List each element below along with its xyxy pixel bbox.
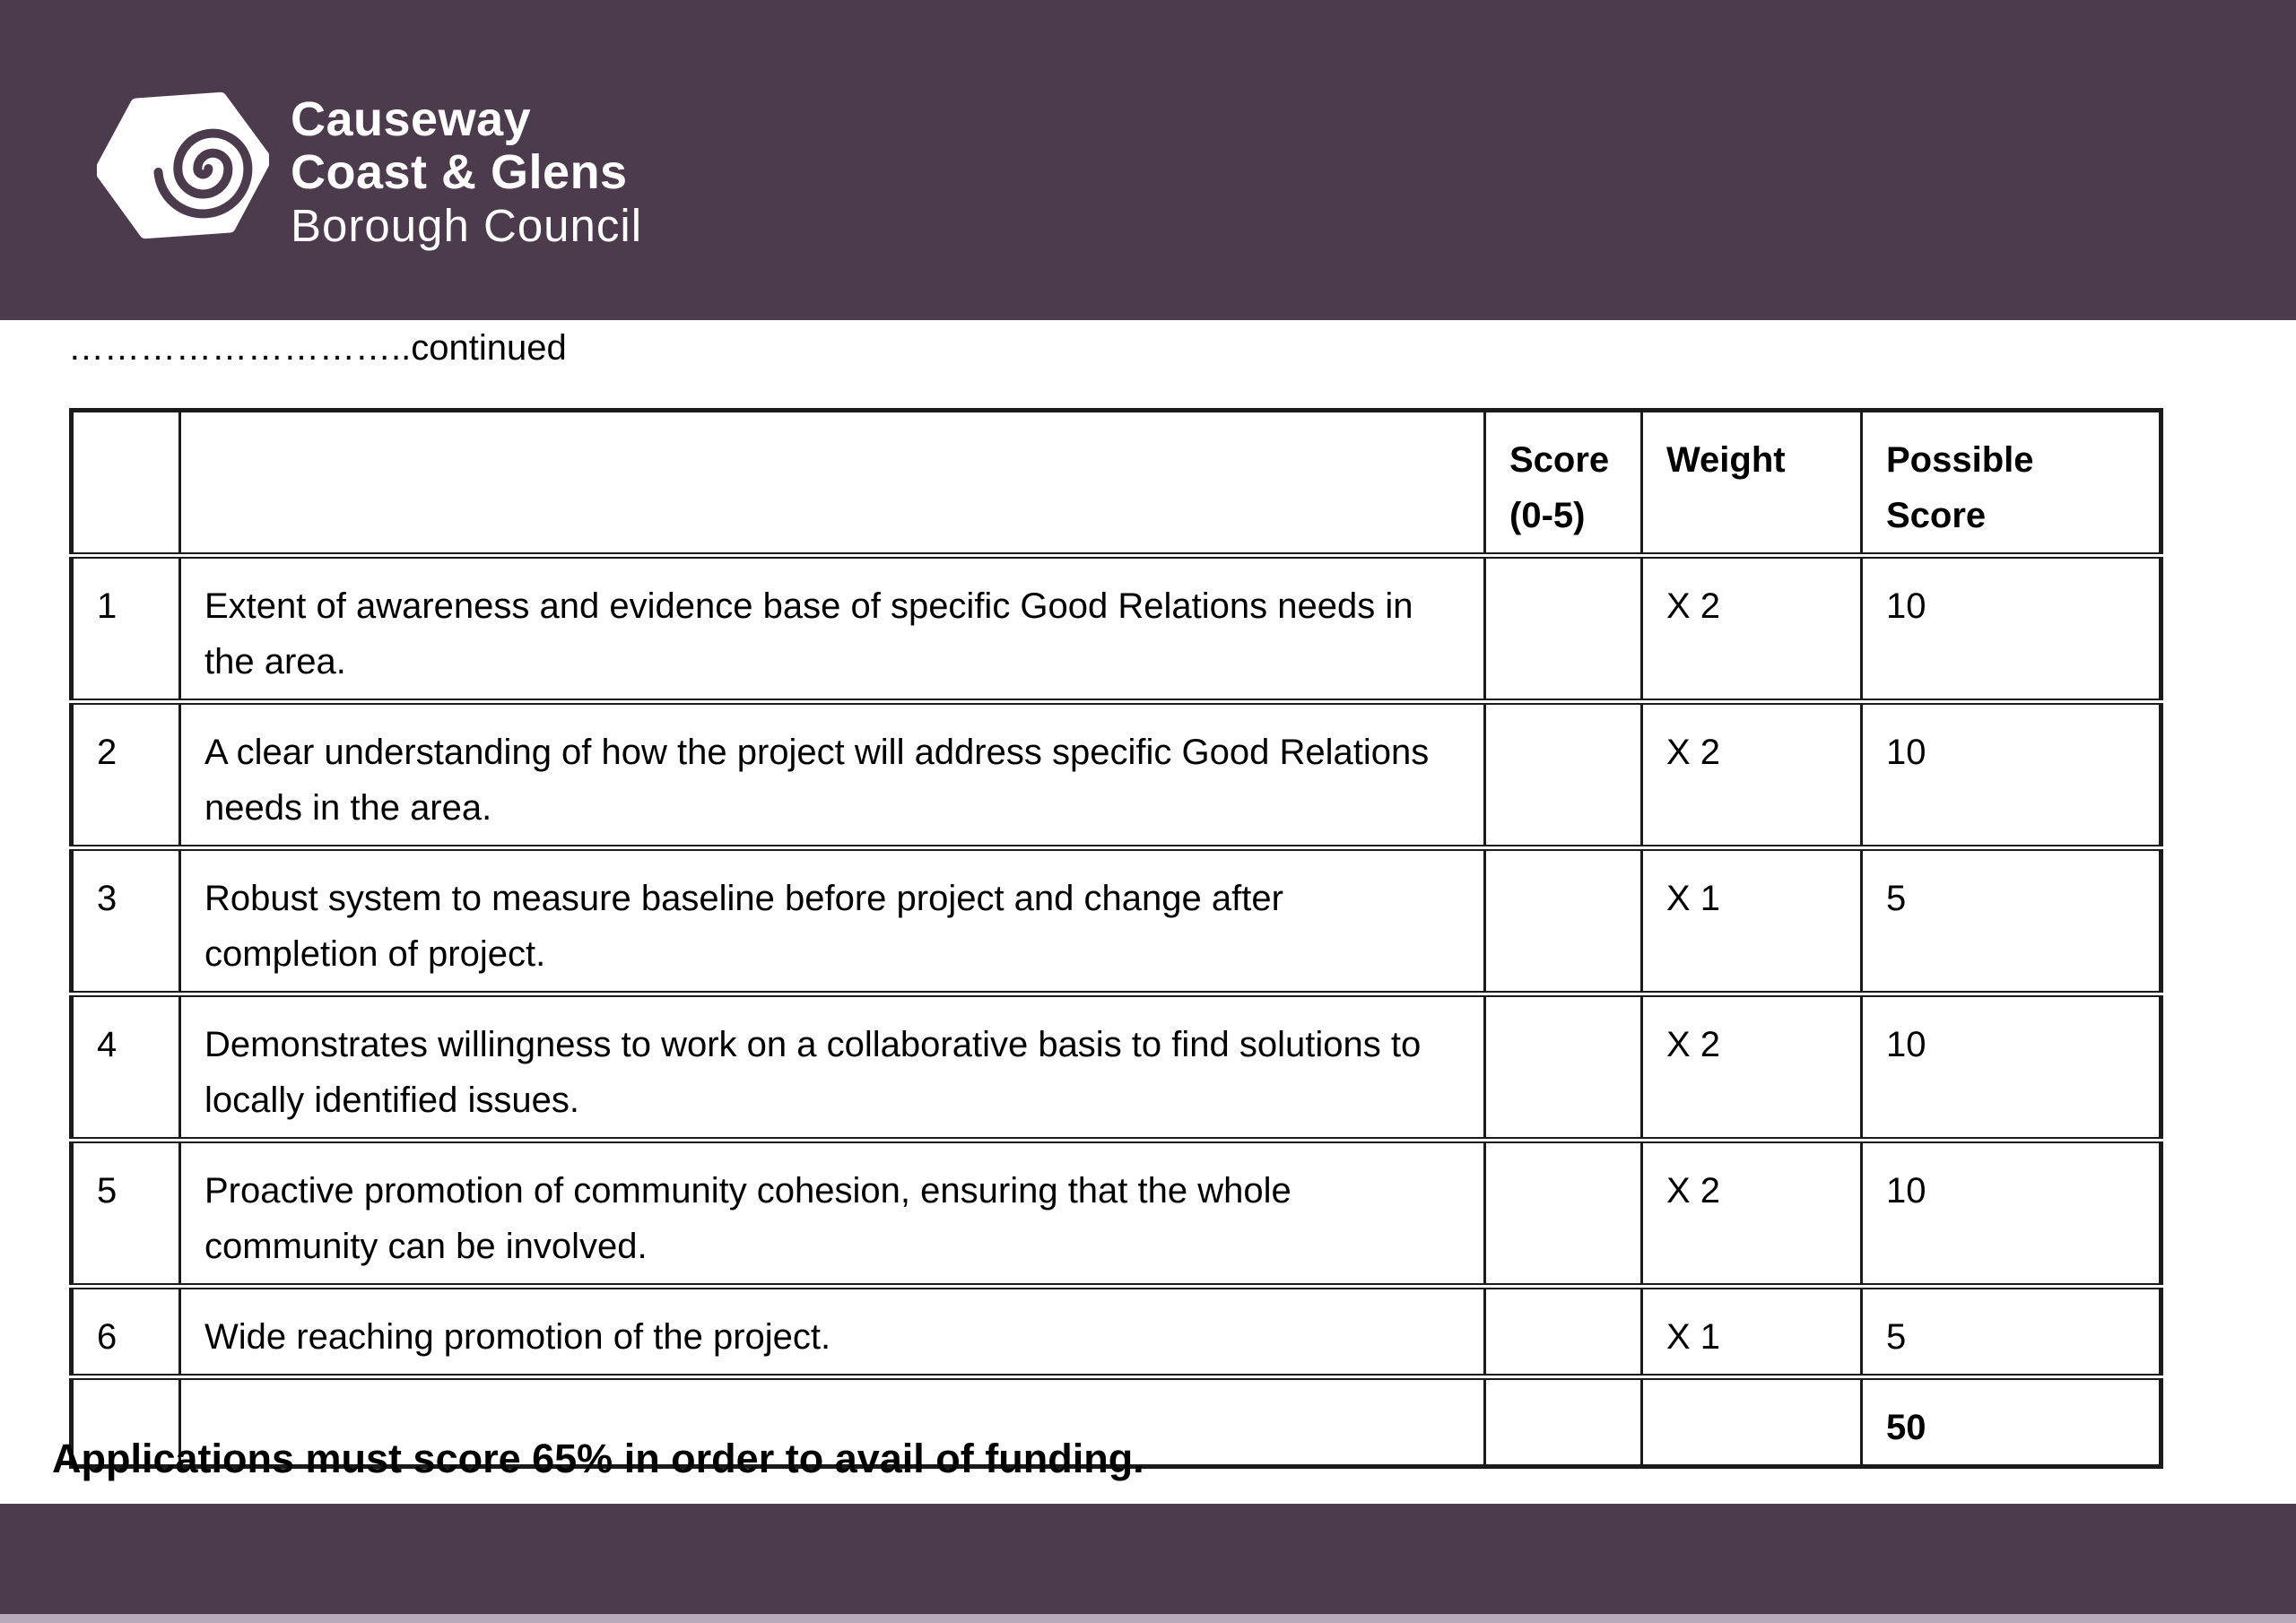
criterion-description-cell [178, 1374, 1486, 1468]
possible-score-cell: 10 [1860, 699, 2162, 849]
score-cell [1483, 552, 1643, 703]
criterion-number-cell: 4 [70, 991, 181, 1141]
criterion-description-cell: A clear understanding of how the project… [178, 699, 1486, 849]
criterion-number-cell: 1 [70, 552, 181, 703]
score-cell [1483, 1283, 1643, 1378]
criterion-number-cell: 2 [70, 699, 181, 849]
possible-score-cell: 10 [1860, 1137, 2162, 1288]
criterion-description-cell: Extent of awareness and evidence base of… [178, 552, 1486, 703]
weight-cell: X 2 [1640, 552, 1863, 703]
table-row: 4 Demonstrates willingness to work on a … [70, 991, 2162, 1141]
header-band: Causeway Coast & Glens Borough Council [0, 0, 2296, 320]
table-total-row: 50 [70, 1374, 2162, 1468]
criterion-description-cell: Demonstrates willingness to work on a co… [178, 991, 1486, 1141]
score-cell [1483, 991, 1643, 1141]
weight-cell: X 1 [1640, 845, 1863, 995]
funding-threshold-note: Applications must score 65% in order to … [52, 1436, 1144, 1481]
table-row: 6 Wide reaching promotion of the project… [70, 1283, 2162, 1378]
council-wordmark: Causeway Coast & Glens Borough Council [291, 93, 642, 252]
criterion-number-cell: 3 [70, 845, 181, 995]
score-cell [1483, 699, 1643, 849]
wordmark-line-1: Causeway [291, 92, 532, 146]
score-cell [1483, 845, 1643, 995]
hexagon-spiral-icon [97, 91, 269, 239]
possible-score-cell: 10 [1860, 991, 2162, 1141]
header-cell-description [178, 409, 1486, 557]
criterion-number-cell: 5 [70, 1137, 181, 1288]
possible-score-cell: 5 [1860, 845, 2162, 995]
possible-score-cell: 10 [1860, 552, 2162, 703]
weight-cell: X 2 [1640, 699, 1863, 849]
column-header-weight: Weight [1640, 409, 1863, 557]
score-cell [1483, 1374, 1643, 1468]
table-row: 1 Extent of awareness and evidence base … [70, 552, 2162, 703]
table-row: 3 Robust system to measure baseline befo… [70, 845, 2162, 995]
table-row: 2 A clear understanding of how the proje… [70, 699, 2162, 849]
wordmark-line-2: Coast & Glens [291, 145, 628, 199]
table-row: 5 Proactive promotion of community cohes… [70, 1137, 2162, 1288]
footer-band [0, 1504, 2296, 1623]
weight-cell: X 2 [1640, 991, 1863, 1141]
weight-cell: X 1 [1640, 1283, 1863, 1378]
score-cell [1483, 1137, 1643, 1288]
table-header-row: Score (0-5) Weight Possible Score [70, 409, 2162, 557]
total-possible-score-cell: 50 [1860, 1374, 2162, 1468]
criterion-description-cell: Wide reaching promotion of the project. [178, 1283, 1486, 1378]
header-cell-number [70, 409, 181, 557]
footer-strip [0, 1614, 2296, 1623]
council-logo: Causeway Coast & Glens Borough Council [97, 88, 642, 252]
weight-cell [1640, 1374, 1863, 1468]
criterion-number-cell [70, 1374, 181, 1468]
scoring-table: Score (0-5) Weight Possible Score 1 Exte… [69, 408, 2163, 1469]
column-header-score: Score (0-5) [1483, 409, 1643, 557]
criterion-description-cell: Robust system to measure baseline before… [178, 845, 1486, 995]
column-header-possible-score: Possible Score [1860, 409, 2162, 557]
possible-score-cell: 5 [1860, 1283, 2162, 1378]
wordmark-line-3: Borough Council [291, 200, 643, 251]
weight-cell: X 2 [1640, 1137, 1863, 1288]
continued-label: ………………………..continued [68, 328, 567, 368]
criterion-description-cell: Proactive promotion of community cohesio… [178, 1137, 1486, 1288]
criterion-number-cell: 6 [70, 1283, 181, 1378]
